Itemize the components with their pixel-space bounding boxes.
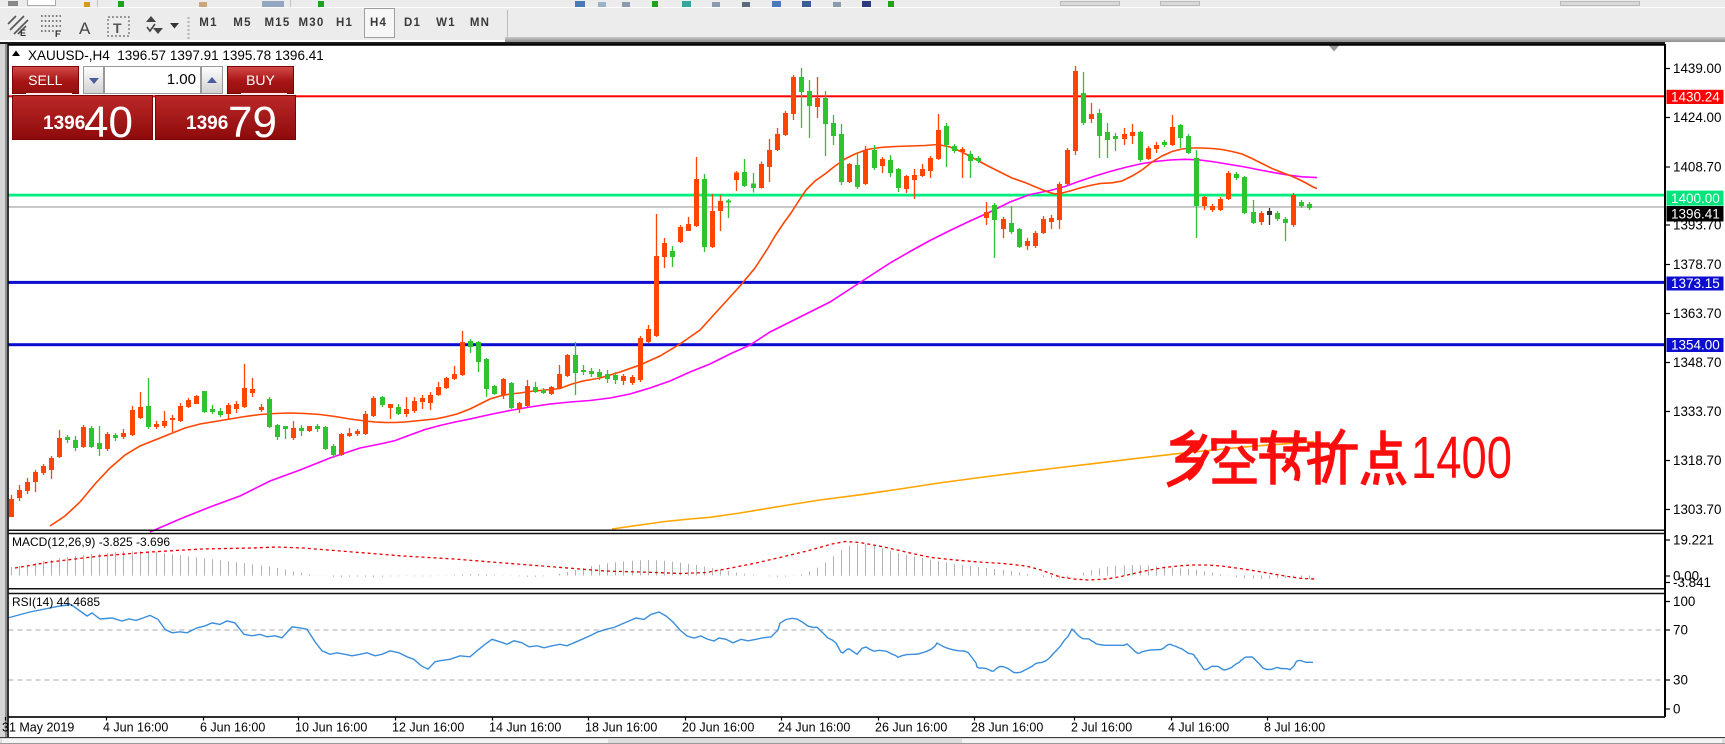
svg-text:1430.24: 1430.24: [1671, 90, 1720, 105]
svg-text:2 Jul 16:00: 2 Jul 16:00: [1071, 721, 1132, 735]
svg-text:24 Jun 16:00: 24 Jun 16:00: [778, 721, 850, 735]
svg-text:-3.841: -3.841: [1673, 575, 1711, 590]
svg-text:31 May 2019: 31 May 2019: [2, 721, 74, 735]
svg-text:1400.00: 1400.00: [1671, 191, 1720, 206]
svg-text:10 Jun 16:00: 10 Jun 16:00: [295, 721, 367, 735]
svg-text:70: 70: [1673, 623, 1688, 638]
svg-text:26 Jun 16:00: 26 Jun 16:00: [875, 721, 947, 735]
svg-text:1408.70: 1408.70: [1673, 160, 1721, 175]
svg-text:1354.00: 1354.00: [1671, 338, 1720, 353]
svg-text:20 Jun 16:00: 20 Jun 16:00: [682, 721, 754, 735]
svg-text:12 Jun 16:00: 12 Jun 16:00: [392, 721, 464, 735]
svg-text:RSI(14) 44.4685: RSI(14) 44.4685: [12, 595, 100, 609]
svg-text:18 Jun 16:00: 18 Jun 16:00: [585, 721, 657, 735]
svg-text:E: E: [20, 28, 26, 38]
svg-text:1318.70: 1318.70: [1673, 453, 1721, 468]
svg-text:1303.70: 1303.70: [1673, 502, 1721, 517]
svg-text:6 Jun 16:00: 6 Jun 16:00: [200, 721, 265, 735]
svg-text:1373.15: 1373.15: [1671, 276, 1720, 291]
svg-text:4 Jun 16:00: 4 Jun 16:00: [103, 721, 168, 735]
svg-text:1333.70: 1333.70: [1673, 404, 1721, 419]
svg-text:1396.41: 1396.41: [1671, 206, 1720, 221]
svg-text:4 Jul 16:00: 4 Jul 16:00: [1168, 721, 1229, 735]
svg-text:0.00: 0.00: [1673, 569, 1699, 584]
svg-text:1400: 1400: [1411, 425, 1512, 491]
svg-text:8 Jul 16:00: 8 Jul 16:00: [1264, 721, 1325, 735]
svg-text:1348.70: 1348.70: [1673, 355, 1721, 370]
svg-text:F: F: [55, 29, 61, 39]
svg-text:14 Jun 16:00: 14 Jun 16:00: [489, 721, 561, 735]
svg-text:T: T: [113, 20, 122, 36]
svg-text:1363.70: 1363.70: [1673, 306, 1721, 321]
svg-text:0: 0: [1673, 702, 1680, 717]
svg-text:1439.00: 1439.00: [1673, 61, 1721, 76]
svg-text:30: 30: [1673, 673, 1688, 688]
svg-text:A: A: [79, 19, 91, 38]
svg-text:MACD(12,26,9) -3.825 -3.696: MACD(12,26,9) -3.825 -3.696: [12, 535, 170, 549]
svg-text:XAUUSD-,H4 1396.57 1397.91 13: XAUUSD-,H4 1396.57 1397.91 1395.78 1396.…: [28, 48, 324, 63]
svg-text:1424.00: 1424.00: [1673, 110, 1721, 125]
svg-text:100: 100: [1673, 594, 1695, 609]
svg-text:19.221: 19.221: [1673, 533, 1714, 548]
svg-text:28 Jun 16:00: 28 Jun 16:00: [971, 721, 1043, 735]
svg-text:1378.70: 1378.70: [1673, 257, 1721, 272]
